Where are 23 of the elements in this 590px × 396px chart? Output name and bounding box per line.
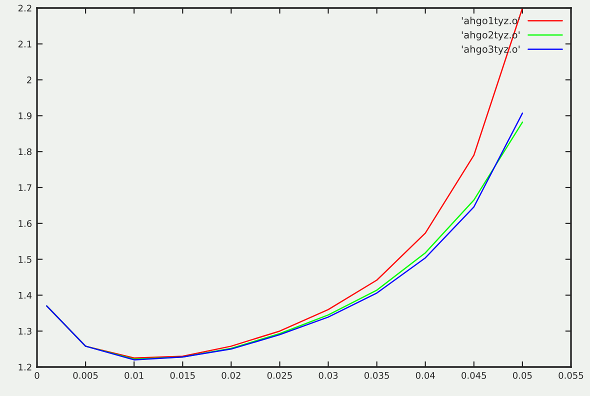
y-tick-label: 1.8 [18,148,32,156]
y-tick-label: 2.2 [18,4,32,12]
y-tick-label: 2.1 [18,40,32,48]
y-tick-label: 1.4 [18,292,32,299]
x-tick-label: 0 [34,372,40,379]
x-tick-label: 0.025 [267,372,292,379]
y-tick-label: 1.9 [18,112,32,120]
y-tick-label: 2 [27,76,32,84]
y-tick-label: 1.7 [18,184,32,191]
x-tick-label: 0.045 [462,372,486,379]
x-tick-label: 0.01 [124,372,144,379]
x-tick-label: 0.005 [73,372,98,379]
x-tick-label: 0.04 [416,372,435,379]
y-tick-label: 1.5 [18,256,32,263]
x-tick-label: 0.03 [318,372,338,379]
y-tick-label: 1.2 [18,364,32,370]
x-tick-label: 0.055 [558,372,584,379]
y-tick-label: 1.6 [18,220,32,227]
x-tick-label: 0.05 [513,372,532,379]
x-tick-label: 0.015 [170,372,195,379]
x-tick-label: 0.035 [364,372,389,379]
y-tick-label: 1.3 [18,328,32,335]
x-tick-label: 0.02 [222,372,240,379]
